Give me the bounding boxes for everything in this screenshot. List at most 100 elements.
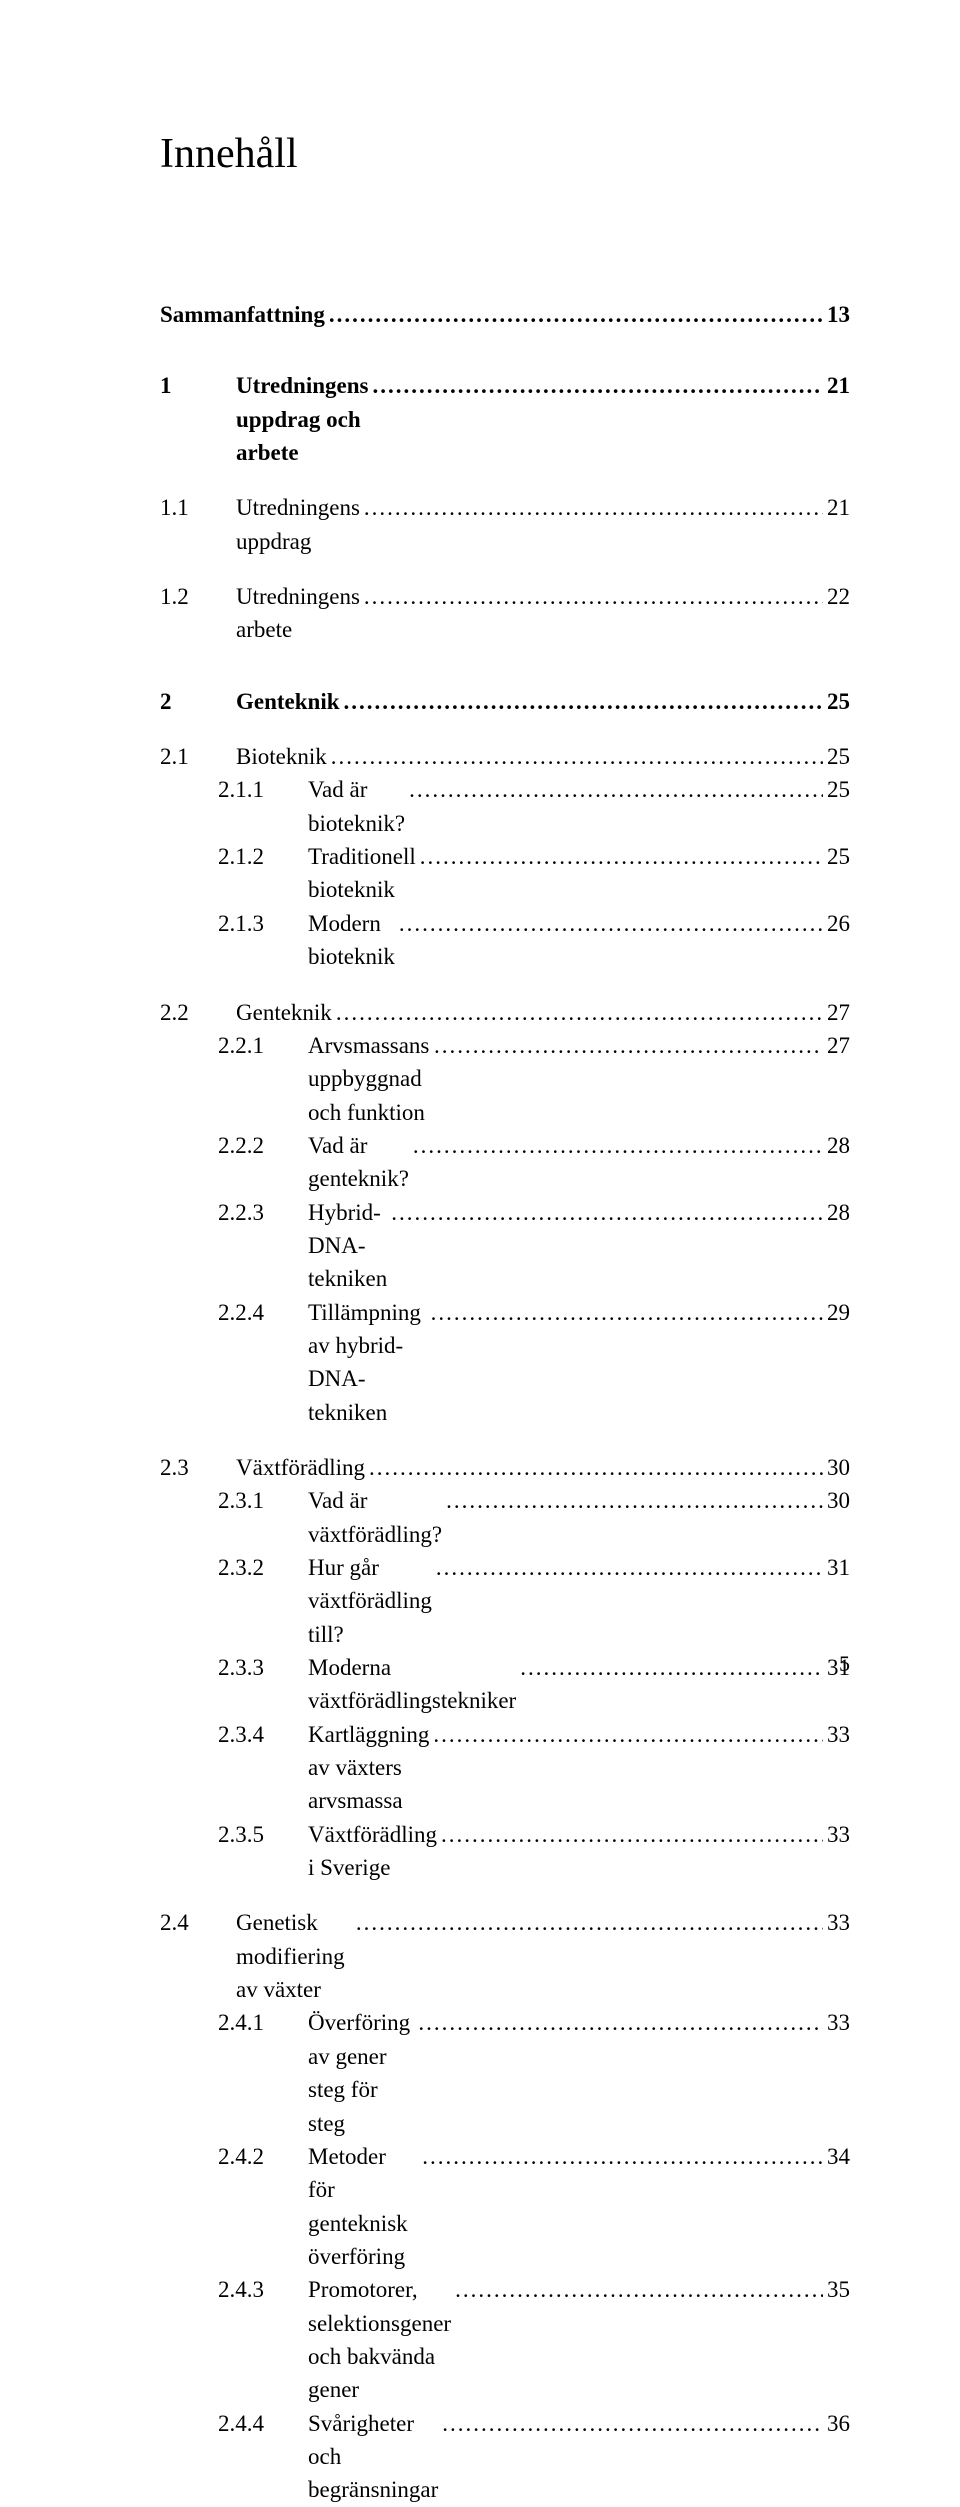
toc-entry-label: Utredningens arbete: [236, 580, 360, 647]
toc-entry-page: 33: [823, 1718, 850, 1751]
toc-entry-number: 2.3.5: [218, 1818, 308, 1851]
toc-entry: 2.4Genetisk modifiering av växter 33: [160, 1906, 850, 2006]
toc-entry-page: 33: [823, 1906, 850, 1939]
toc-entry-label: Modern bioteknik: [308, 907, 395, 974]
toc-entry-number: 2.2.3: [218, 1196, 308, 1229]
toc-entry-number: 2: [160, 685, 236, 718]
toc-entry: 2Genteknik25: [160, 685, 850, 718]
toc-entry-number: 2.4: [160, 1906, 236, 1939]
toc-entry-label: Utredningens uppdrag och arbete: [236, 369, 369, 469]
toc-entry-label: Tillämpning av hybrid-DNA-tekniken: [308, 1296, 427, 1429]
toc-dots: [360, 580, 823, 613]
toc-dots: [332, 996, 823, 1029]
toc-entry-page: 33: [823, 1818, 850, 1851]
toc-entry-label: Växtförädling: [236, 1451, 365, 1484]
toc-entry-label: Växtförädling i Sverige: [308, 1818, 437, 1885]
toc-dots: [325, 298, 823, 331]
toc-entry: 2.2.2Vad är genteknik?28: [218, 1129, 850, 1196]
toc-entry-number: 2.4.1: [218, 2006, 308, 2039]
toc-entry: 2.1.2Traditionell bioteknik25: [218, 840, 850, 907]
toc-entry-number: 2.2.4: [218, 1296, 308, 1329]
toc-entry-page: 25: [823, 685, 850, 718]
toc-entry-label: Vad är bioteknik?: [308, 773, 405, 840]
toc-entry-number: 2.2.1: [218, 1029, 308, 1062]
toc-entry-page: 36: [823, 2407, 850, 2440]
toc-entry-label: Moderna växtförädlingstekniker: [308, 1651, 516, 1718]
toc-entry-label: Promotorer, selektionsgener och bakvända…: [308, 2273, 451, 2406]
toc-entry-label: Genetisk modifiering av växter: [236, 1906, 352, 2006]
toc-list: Sammanfattning131Utredningens uppdrag oc…: [160, 298, 850, 2507]
toc-entry-label: Utredningens uppdrag: [236, 491, 360, 558]
toc-entry-page: 21: [823, 369, 850, 402]
toc-entry: 2.4.3Promotorer, selektionsgener och bak…: [218, 2273, 850, 2406]
toc-entry-page: 25: [823, 773, 850, 806]
toc-entry-number: 2.1.1: [218, 773, 308, 806]
toc-dots: [340, 685, 823, 718]
toc-entry-number: 2.4.4: [218, 2407, 308, 2440]
toc-entry-label: Genteknik: [236, 996, 332, 1029]
toc-dots: [369, 369, 824, 402]
toc-entry-page: 34: [823, 2140, 850, 2173]
toc-entry-number: 2.3.4: [218, 1718, 308, 1751]
toc-entry: 2.1Bioteknik25: [160, 740, 850, 773]
toc-entry: 2.3.5Växtförädling i Sverige 33: [218, 1818, 850, 1885]
toc-entry-label: Hur går växtförädling till?: [308, 1551, 432, 1651]
toc-dots: [416, 840, 823, 873]
toc-entry-number: 2.3.2: [218, 1551, 308, 1584]
toc-entry: 2.4.4Svårigheter och begränsningar 36: [218, 2407, 850, 2507]
toc-entry-page: 29: [823, 1296, 850, 1329]
page: Innehåll Sammanfattning131Utredningens u…: [0, 0, 960, 1767]
toc-entry-page: 33: [823, 2006, 850, 2039]
toc-entry: 2.2Genteknik 27: [160, 996, 850, 1029]
toc-dots: [387, 1196, 823, 1229]
toc-entry-page: 35: [823, 2273, 850, 2306]
toc-entry-label: Svårigheter och begränsningar: [308, 2407, 438, 2507]
toc-entry-number: 2.2: [160, 996, 236, 1029]
toc-entry: 2.3.4Kartläggning av växters arvsmassa 33: [218, 1718, 850, 1818]
toc-dots: [432, 1551, 823, 1584]
toc-entry-number: 2.3.3: [218, 1651, 308, 1684]
toc-entry-label: Arvsmassans uppbyggnad och funktion: [308, 1029, 430, 1129]
toc-entry-number: 1: [160, 369, 236, 402]
toc-entry-number: 2.2.2: [218, 1129, 308, 1162]
toc-entry-page: 13: [823, 298, 850, 331]
toc-dots: [414, 2006, 823, 2039]
toc-entry-page: 25: [823, 740, 850, 773]
footer-page-number: 5: [839, 1651, 850, 1677]
toc-entry-label: Kartläggning av växters arvsmassa: [308, 1718, 429, 1818]
toc-entry-number: 1.2: [160, 580, 236, 613]
toc-entry: 2.4.1Överföring av gener steg för steg33: [218, 2006, 850, 2139]
toc-dots: [427, 1296, 823, 1329]
toc-entry-page: 28: [823, 1196, 850, 1229]
toc-dots: [451, 2273, 823, 2306]
toc-entry-number: 2.3.1: [218, 1484, 308, 1517]
toc-entry: 2.2.4Tillämpning av hybrid-DNA-tekniken 2…: [218, 1296, 850, 1429]
toc-entry-page: 21: [823, 491, 850, 524]
toc-entry-label: Metoder för genteknisk överföring: [308, 2140, 418, 2273]
toc-entry-label: Traditionell bioteknik: [308, 840, 416, 907]
toc-entry-label: Hybrid-DNA-tekniken: [308, 1196, 387, 1296]
toc-entry-page: 25: [823, 840, 850, 873]
toc-entry-page: 28: [823, 1129, 850, 1162]
toc-entry-number: 2.3: [160, 1451, 236, 1484]
toc-entry: 1.2Utredningens arbete 22: [160, 580, 850, 647]
toc-entry: 2.4.2Metoder för genteknisk överföring 34: [218, 2140, 850, 2273]
toc-dots: [365, 1451, 823, 1484]
toc-dots: [352, 1906, 823, 1939]
toc-entry: 2.3.1Vad är växtförädling?30: [218, 1484, 850, 1551]
toc-entry-number: 2.4.3: [218, 2273, 308, 2306]
toc-entry-page: 27: [823, 996, 850, 1029]
toc-title: Innehåll: [160, 130, 850, 178]
toc-entry-page: 30: [823, 1484, 850, 1517]
toc-entry-number: 2.4.2: [218, 2140, 308, 2173]
toc-entry-page: 27: [823, 1029, 850, 1062]
toc-entry-page: 31: [823, 1551, 850, 1584]
toc-entry: 1.1Utredningens uppdrag21: [160, 491, 850, 558]
toc-entry: 2.1.3Modern bioteknik26: [218, 907, 850, 974]
toc-dots: [438, 2407, 823, 2440]
toc-dots: [437, 1818, 823, 1851]
toc-entry: 2.1.1Vad är bioteknik? 25: [218, 773, 850, 840]
toc-entry-page: 22: [823, 580, 850, 613]
toc-dots: [418, 2140, 823, 2173]
toc-dots: [442, 1484, 823, 1517]
